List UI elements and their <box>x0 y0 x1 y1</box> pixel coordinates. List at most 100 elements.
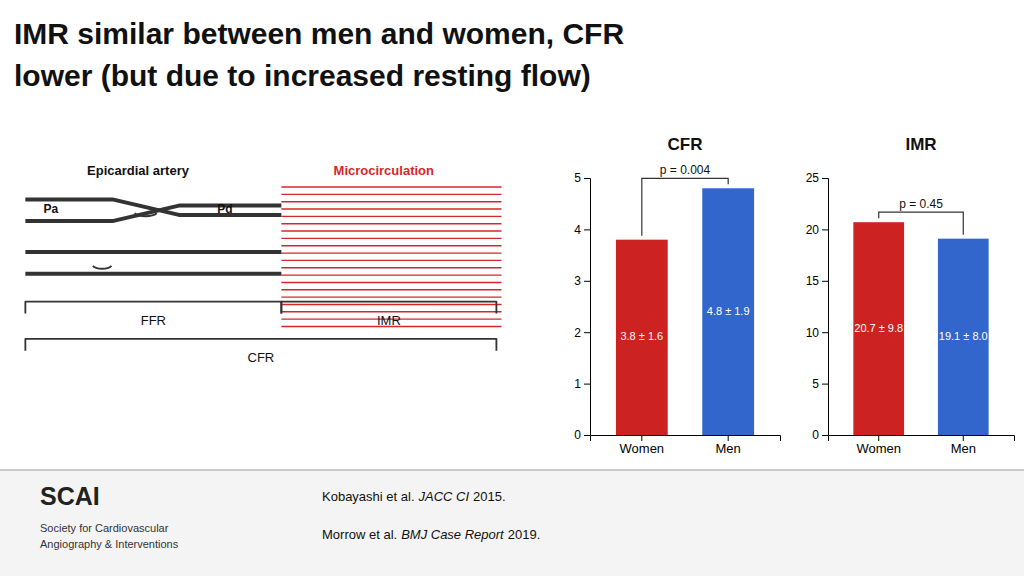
bar-chart: CFR012345WomenMen3.8 ± 1.64.8 ± 1.9p = 0… <box>574 135 780 456</box>
reference: Morrow et al.BMJ Case Report2019. <box>322 527 540 542</box>
tick-label: Women <box>620 441 665 456</box>
tick-label: Women <box>856 441 901 456</box>
tick-label: 20 <box>806 223 820 237</box>
tick: 5 <box>812 377 828 391</box>
microcirculation-line <box>281 245 501 246</box>
data-label: 20.7 ± 9.8 <box>854 322 903 334</box>
artery-wall <box>25 250 281 254</box>
data-labels: 3.8 ± 1.64.8 ± 1.9 <box>620 305 749 343</box>
footer-rule <box>0 469 1024 471</box>
tick-mark <box>584 281 590 282</box>
tick-label: 1 <box>574 377 581 391</box>
bars <box>853 222 988 435</box>
x-axis: Women Men <box>591 435 781 456</box>
reference-year: 2019. <box>508 527 541 542</box>
tick: 0 <box>574 428 590 442</box>
bars <box>616 188 754 435</box>
tick-label: 0 <box>574 428 581 442</box>
stenosis-arc <box>135 213 157 216</box>
bar <box>853 222 904 435</box>
title: IMR similar between men and women, CFR <box>14 17 624 50</box>
axis-line <box>822 179 829 436</box>
title-group: IMR similar between men and women, CFRlo… <box>14 17 624 92</box>
microcirculation-line <box>281 282 501 283</box>
tick-label: 5 <box>812 377 819 391</box>
axis-line <box>591 436 781 442</box>
tick-mark <box>822 281 828 282</box>
microcirculation-line <box>281 267 501 268</box>
reference-year: 2015. <box>473 489 506 504</box>
tick-label: 4 <box>574 223 581 237</box>
tick-mark <box>584 435 590 436</box>
diagram: Epicardial arteryMicrocirculationPaPdFFR… <box>25 163 501 366</box>
reference-authors: Morrow et al. <box>322 527 397 542</box>
vessel-arc <box>93 266 112 269</box>
chart-title: CFR <box>668 135 703 154</box>
microcirculation-line <box>281 296 501 297</box>
microcirculation-line <box>281 230 501 231</box>
tick: 2 <box>574 326 590 340</box>
tick: Women <box>856 435 901 456</box>
diagram-label: Epicardial artery <box>87 163 190 178</box>
tick: 10 <box>806 326 828 340</box>
microcirculation-line <box>281 260 501 261</box>
data-label: 3.8 ± 1.6 <box>620 330 663 342</box>
tick: 1 <box>574 377 590 391</box>
footer-background <box>0 470 1024 576</box>
axis-line <box>829 436 1015 442</box>
microcirculation-line <box>281 238 501 239</box>
tick-mark <box>728 435 729 441</box>
bracket-label: IMR <box>377 313 401 328</box>
tick: 20 <box>806 223 828 237</box>
tick-label: 25 <box>806 171 820 185</box>
chart-title: IMR <box>905 135 936 154</box>
tick: Women <box>620 435 665 456</box>
tick-mark <box>822 332 828 333</box>
reference-journal: JACC CI <box>418 489 470 504</box>
tick-mark <box>641 435 642 441</box>
microcirculation-line <box>281 252 501 253</box>
annotation: p = 0.004 <box>660 163 711 177</box>
tick-mark <box>822 384 828 385</box>
microcirculation-line <box>281 289 501 290</box>
x-axis: Women Men <box>829 435 1015 456</box>
logo-subtitle: Society for Cardiovascular <box>40 522 169 534</box>
axis-line <box>584 179 591 436</box>
microcirculation-line <box>281 186 501 187</box>
microcirculation-line <box>281 304 501 305</box>
bar <box>938 239 989 435</box>
tick-mark <box>878 435 879 441</box>
tick-mark <box>822 229 828 230</box>
microcirculation-line <box>281 194 501 195</box>
tick-label: Men <box>716 441 741 456</box>
microcirculation-line <box>281 223 501 224</box>
tick-mark <box>822 178 828 179</box>
diagram-label: Microcirculation <box>334 163 434 178</box>
tick: Men <box>951 435 976 456</box>
bracket <box>25 302 281 314</box>
annotation: p = 0.45 <box>899 197 943 211</box>
tick-mark <box>584 178 590 179</box>
tick: 5 <box>574 171 590 185</box>
microcirculation-line <box>281 216 501 217</box>
tick-mark <box>584 384 590 385</box>
data-label: 19.1 ± 8.0 <box>939 330 988 342</box>
logo-subtitle: Angiography & Interventions <box>40 538 179 550</box>
p-bracket <box>879 212 964 234</box>
data-labels: 20.7 ± 9.8 19.1 ± 8.0 <box>854 322 987 342</box>
bracket <box>25 339 496 351</box>
bracket <box>281 302 496 314</box>
microcirculation-line <box>281 201 501 202</box>
pressure-label: Pa <box>44 202 59 216</box>
bar <box>616 240 668 435</box>
bar <box>702 188 754 435</box>
p-bracket <box>642 178 728 235</box>
reference-authors: Kobayashi et al. <box>322 489 415 504</box>
tick: Men <box>716 435 741 456</box>
tick-label: Men <box>951 441 976 456</box>
tick-label: 2 <box>574 326 581 340</box>
footer: Kobayashi et al.JACC CI2015. Morrow et al… <box>0 470 1024 576</box>
tick: 4 <box>574 223 590 237</box>
y-axis: 012345 <box>574 171 590 442</box>
artery-wall <box>25 206 281 222</box>
